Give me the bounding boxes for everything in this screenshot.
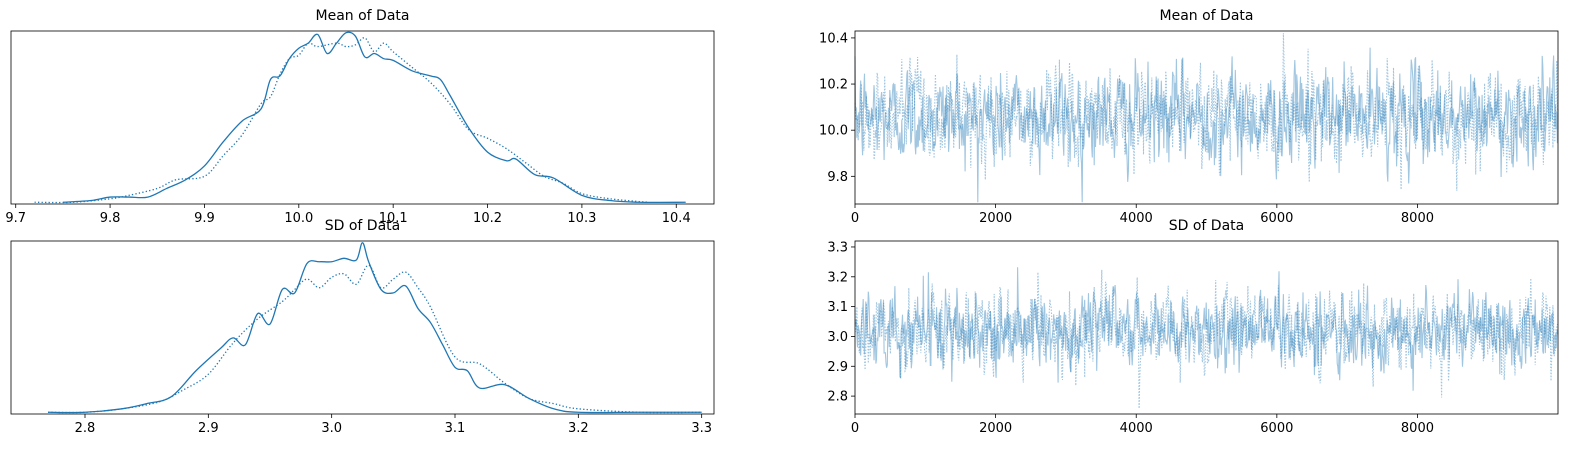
trace-series-dotted [854, 269, 1559, 409]
mean-kde-chart: 9.7 9.8 9.9 10.0 10.1 10.2 10.3 10.4 [5, 30, 715, 226]
axes-frame [10, 30, 715, 205]
mean-trace-chart: 0 2000 4000 6000 8000 9.8 10.0 10.2 10.4 [819, 30, 1559, 226]
mean-kde-title: Mean of Data [315, 8, 410, 24]
trace-series-solid [854, 267, 1559, 391]
y-tick-label: 3.2 [827, 270, 848, 285]
y-tick-label: 9.8 [827, 170, 848, 185]
kde-series-solid [62, 31, 686, 204]
trace-series-dotted [854, 33, 1559, 191]
x-tick-label: 4000 [1120, 211, 1153, 226]
x-tick-label: 10.0 [284, 211, 313, 226]
x-tick-label: 3.3 [691, 421, 712, 436]
x-tick-label: 10.3 [567, 211, 596, 226]
x-tick-label: 0 [851, 211, 859, 226]
x-tick-label: 6000 [1260, 211, 1293, 226]
x-tick-label: 10.1 [379, 211, 408, 226]
x-tick-label: 9.7 [5, 211, 26, 226]
y-tick-label: 10.0 [819, 124, 848, 139]
x-tick-label: 2000 [979, 421, 1012, 436]
x-tick-label: 8000 [1401, 211, 1434, 226]
kde-series-dotted [47, 264, 702, 414]
x-tick-label: 3.1 [445, 421, 466, 436]
kde-series-dotted [34, 37, 649, 204]
y-tick-label: 2.8 [827, 390, 848, 405]
x-tick-label: 0 [851, 421, 859, 436]
y-tick-label: 3.3 [827, 240, 848, 255]
x-tick-label: 2.8 [75, 421, 96, 436]
y-tick-label: 3.0 [827, 330, 848, 345]
y-tick-label: 10.4 [819, 31, 848, 46]
axes-frame [10, 240, 715, 415]
x-tick-label: 4000 [1120, 421, 1153, 436]
mean-kde-panel: Mean of Data 9.7 9.8 9.9 10.0 10.1 10.2 10.3 10… [0, 0, 760, 226]
y-tick-label: 3.1 [827, 300, 848, 315]
x-tick-label: 6000 [1260, 421, 1293, 436]
axes-frame [854, 30, 1559, 205]
sd-trace-chart: 0 2000 4000 6000 8000 2.8 2.9 3.0 3.1 3.2 3.3 [827, 240, 1559, 436]
x-tick-label: 3.2 [568, 421, 589, 436]
axes-frame [854, 240, 1559, 415]
x-tick-label: 10.4 [662, 211, 691, 226]
kde-series-solid [47, 242, 702, 414]
sd-kde-chart: 2.8 2.9 3.0 3.1 3.2 3.3 [10, 240, 715, 436]
mean-trace-panel: Mean of Data 0 2000 4000 6000 8000 9.8 10.0 10.… [780, 0, 1569, 226]
mean-trace-title: Mean of Data [1159, 8, 1254, 24]
sd-kde-title: SD of Data [324, 218, 401, 234]
x-tick-label: 9.8 [100, 211, 121, 226]
x-tick-label: 10.2 [473, 211, 502, 226]
y-tick-label: 10.2 [819, 78, 848, 93]
x-tick-label: 8000 [1401, 421, 1434, 436]
y-tick-label: 2.9 [827, 360, 848, 375]
trace-series-solid [854, 47, 1559, 203]
x-tick-label: 9.9 [194, 211, 215, 226]
sd-kde-panel: SD of Data 2.8 2.9 3.0 3.1 3.2 3.3 [0, 217, 760, 449]
x-tick-label: 3.0 [321, 421, 342, 436]
x-tick-label: 2000 [979, 211, 1012, 226]
sd-trace-panel: SD of Data 0 2000 4000 6000 8000 2.8 2.9 3.0 3.1… [780, 217, 1569, 449]
x-tick-label: 2.9 [198, 421, 219, 436]
sd-trace-title: SD of Data [1168, 218, 1245, 234]
